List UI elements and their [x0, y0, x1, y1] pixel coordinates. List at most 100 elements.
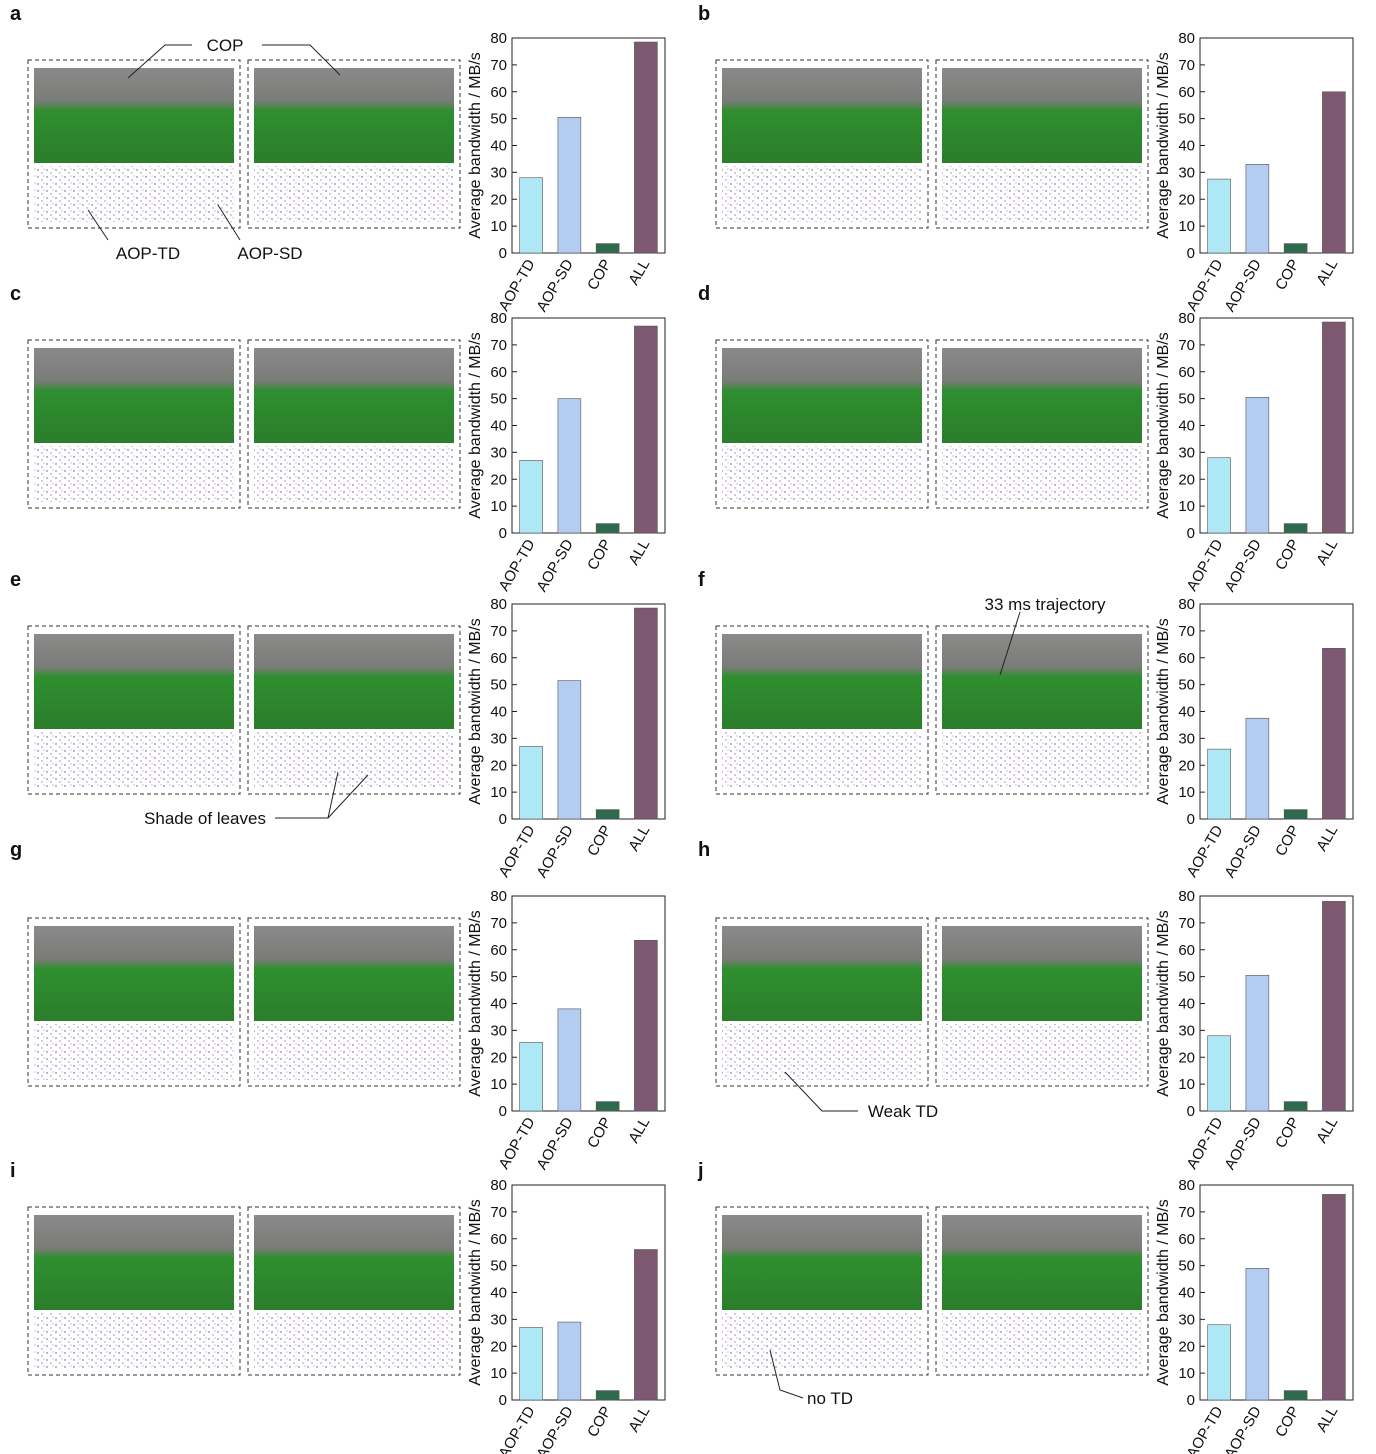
x-tick-label: AOP-TD	[496, 256, 539, 314]
y-tick-label: 80	[1178, 888, 1195, 905]
bar	[558, 399, 581, 533]
bar	[634, 940, 657, 1111]
y-tick-label: 50	[1178, 1258, 1195, 1275]
y-tick-label: 70	[490, 623, 507, 640]
photo	[942, 634, 1142, 729]
bar	[634, 608, 657, 819]
bar	[1322, 1194, 1345, 1400]
y-tick-label: 80	[490, 310, 507, 327]
y-tick-label: 30	[490, 1022, 507, 1039]
bar	[1208, 458, 1231, 533]
panel-letter: d	[698, 283, 710, 305]
bar	[1246, 975, 1269, 1111]
y-tick-label: 60	[1178, 650, 1195, 667]
event-image	[722, 1024, 922, 1080]
photo	[942, 348, 1142, 443]
event-image	[942, 1313, 1142, 1369]
bar	[634, 42, 657, 253]
event-image	[34, 446, 234, 502]
x-tick-label: AOP-SD	[533, 822, 577, 880]
y-tick-label: 20	[1178, 1338, 1195, 1355]
x-tick-label: COP	[1272, 823, 1303, 860]
y-tick-label: 0	[1187, 1392, 1195, 1409]
y-axis-label: Average bandwidth / MB/s	[467, 1199, 484, 1385]
bar	[634, 326, 657, 533]
y-tick-label: 40	[490, 418, 507, 435]
photo	[722, 68, 922, 163]
y-tick-label: 50	[490, 677, 507, 694]
y-tick-label: 80	[1178, 310, 1195, 327]
y-tick-label: 10	[1178, 218, 1195, 235]
y-tick-label: 80	[490, 30, 507, 47]
y-tick-label: 0	[499, 525, 507, 542]
y-axis-label: Average bandwidth / MB/s	[467, 332, 484, 518]
annotation: Shade of leaves	[144, 809, 266, 828]
y-tick-label: 60	[1178, 84, 1195, 101]
event-image	[254, 446, 454, 502]
photo	[254, 634, 454, 729]
bar	[1322, 901, 1345, 1111]
bar	[520, 1327, 543, 1400]
y-tick-label: 70	[490, 1204, 507, 1221]
annotation: COP	[207, 36, 244, 55]
event-image	[34, 1313, 234, 1369]
y-tick-label: 0	[1187, 245, 1195, 262]
y-tick-label: 0	[1187, 1103, 1195, 1120]
event-image	[254, 166, 454, 222]
y-tick-label: 50	[1178, 111, 1195, 128]
bar	[634, 1250, 657, 1401]
bar	[520, 1042, 543, 1111]
y-tick-label: 70	[1178, 1204, 1195, 1221]
photo	[722, 1215, 922, 1310]
bar	[596, 1391, 619, 1400]
bar	[1322, 322, 1345, 533]
event-image	[254, 1313, 454, 1369]
bar	[520, 178, 543, 253]
bar	[1322, 648, 1345, 819]
event-image	[722, 446, 922, 502]
x-tick-label: AOP-TD	[496, 1114, 539, 1172]
y-axis-label: Average bandwidth / MB/s	[1155, 52, 1172, 238]
y-tick-label: 0	[499, 1103, 507, 1120]
panel-letter: h	[698, 839, 710, 861]
bar	[1322, 92, 1345, 253]
y-tick-label: 20	[490, 471, 507, 488]
x-tick-label: AOP-SD	[1221, 256, 1265, 314]
event-image	[34, 1024, 234, 1080]
x-tick-label: ALL	[625, 1115, 653, 1147]
photo	[34, 634, 234, 729]
bar	[1246, 718, 1269, 819]
y-tick-label: 30	[1178, 1022, 1195, 1039]
x-tick-label: AOP-SD	[1221, 1403, 1265, 1454]
annotation: Weak TD	[868, 1102, 938, 1121]
photo	[942, 68, 1142, 163]
y-tick-label: 30	[490, 730, 507, 747]
y-tick-label: 10	[490, 1076, 507, 1093]
annotation: 33 ms trajectory	[985, 595, 1106, 614]
event-image	[942, 446, 1142, 502]
x-tick-label: COP	[1272, 1404, 1303, 1441]
y-tick-label: 40	[1178, 1285, 1195, 1302]
figure: a01020304050607080Average bandwidth / MB…	[0, 0, 1376, 1454]
y-tick-label: 60	[490, 942, 507, 959]
x-tick-label: COP	[584, 537, 615, 574]
event-image	[942, 732, 1142, 788]
x-tick-label: ALL	[1313, 257, 1341, 289]
photo	[254, 1215, 454, 1310]
y-tick-label: 30	[490, 444, 507, 461]
bar	[1246, 397, 1269, 533]
y-tick-label: 70	[490, 337, 507, 354]
x-tick-label: AOP-TD	[496, 822, 539, 880]
y-tick-label: 80	[490, 888, 507, 905]
panel-letter: j	[697, 1160, 704, 1182]
y-tick-label: 50	[1178, 677, 1195, 694]
bar	[520, 746, 543, 819]
y-tick-label: 40	[1178, 704, 1195, 721]
y-tick-label: 10	[1178, 1365, 1195, 1382]
x-tick-label: COP	[1272, 257, 1303, 294]
photo	[722, 634, 922, 729]
bar	[1284, 244, 1307, 253]
y-tick-label: 40	[490, 704, 507, 721]
y-tick-label: 0	[1187, 811, 1195, 828]
photo	[34, 68, 234, 163]
